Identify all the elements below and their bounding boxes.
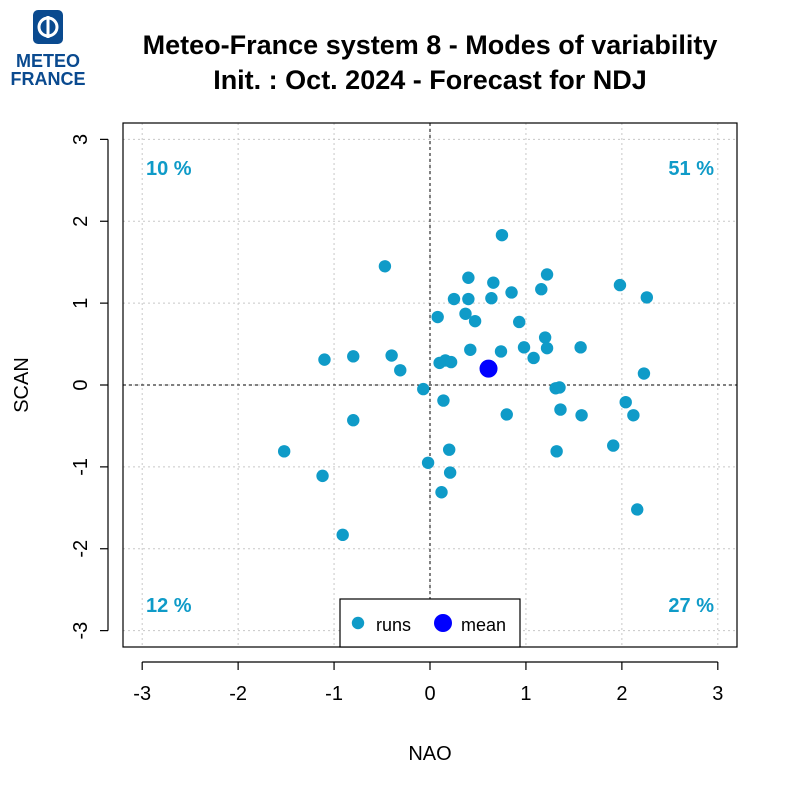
chart-title: Meteo-France system 8 - Modes of variabi… bbox=[143, 30, 718, 60]
quadrant-label-top-left: 10 % bbox=[146, 158, 192, 180]
run-point bbox=[500, 408, 513, 421]
y-tick-label: -1 bbox=[70, 458, 92, 476]
run-point bbox=[336, 528, 349, 542]
legend-runs-label: runs bbox=[376, 615, 411, 635]
run-point bbox=[464, 343, 477, 356]
run-point bbox=[277, 445, 291, 458]
run-point bbox=[394, 364, 407, 377]
quadrant-label-bottom-right: 27 % bbox=[668, 595, 714, 617]
run-point bbox=[318, 353, 331, 366]
run-point bbox=[468, 314, 482, 328]
run-point bbox=[462, 292, 475, 306]
run-point bbox=[487, 276, 500, 289]
logo-text-line2: FRANCE bbox=[10, 69, 86, 89]
x-tick-label: 1 bbox=[520, 683, 531, 705]
run-point bbox=[437, 394, 450, 407]
run-point bbox=[385, 349, 398, 362]
y-tick-label: 2 bbox=[70, 216, 92, 227]
legend-mean-label: mean bbox=[461, 615, 506, 635]
legend-runs-marker bbox=[351, 616, 365, 630]
run-point bbox=[554, 403, 567, 416]
y-tick-label: 3 bbox=[70, 134, 92, 145]
run-point bbox=[637, 367, 651, 380]
run-point bbox=[417, 382, 430, 396]
quadrant-label-bottom-left: 12 % bbox=[146, 595, 192, 617]
run-point bbox=[443, 466, 457, 479]
legend-box bbox=[339, 598, 521, 648]
run-point bbox=[553, 381, 566, 394]
run-point bbox=[535, 283, 548, 296]
run-point bbox=[513, 315, 526, 329]
y-tick-label: -3 bbox=[70, 622, 92, 640]
quadrant-label-top-right: 51 % bbox=[668, 158, 714, 180]
meteo-france-logo: METEO FRANCE bbox=[6, 10, 90, 90]
x-tick-label: -2 bbox=[229, 683, 247, 705]
run-point bbox=[627, 409, 640, 422]
meteo-france-emblem-icon bbox=[33, 10, 63, 44]
x-axis-label: NAO bbox=[408, 743, 451, 765]
run-point bbox=[540, 268, 554, 281]
x-tick-label: -3 bbox=[133, 683, 151, 705]
y-tick-label: 1 bbox=[70, 298, 92, 309]
run-point bbox=[495, 228, 509, 242]
run-point bbox=[494, 345, 508, 358]
run-point bbox=[540, 341, 554, 355]
x-tick-label: 0 bbox=[424, 683, 435, 705]
run-point bbox=[442, 443, 456, 456]
y-tick-label: 0 bbox=[70, 379, 92, 390]
run-point bbox=[613, 278, 627, 292]
run-point bbox=[316, 469, 329, 483]
run-point bbox=[347, 350, 360, 363]
run-point bbox=[447, 292, 461, 306]
run-point bbox=[527, 351, 540, 365]
run-point bbox=[607, 439, 620, 452]
y-tick-label: -2 bbox=[70, 540, 92, 558]
run-point bbox=[444, 355, 458, 369]
x-tick-label: 3 bbox=[712, 683, 723, 705]
run-point bbox=[347, 414, 360, 427]
x-tick-label: -1 bbox=[325, 683, 343, 705]
y-axis-label: SCAN bbox=[11, 357, 33, 413]
run-point bbox=[505, 286, 518, 299]
run-point bbox=[575, 409, 588, 422]
run-point bbox=[631, 503, 644, 516]
logo-text-line1: METEO bbox=[15, 51, 80, 71]
chart-subtitle: Init. : Oct. 2024 - Forecast for NDJ bbox=[213, 65, 647, 95]
run-point bbox=[485, 292, 498, 305]
legend-mean-marker bbox=[434, 614, 452, 632]
run-point bbox=[433, 356, 446, 370]
run-point bbox=[574, 341, 587, 354]
run-point bbox=[517, 341, 531, 354]
run-point bbox=[619, 395, 632, 409]
run-point bbox=[378, 260, 392, 273]
run-point bbox=[462, 271, 475, 284]
run-point bbox=[421, 456, 435, 469]
run-point bbox=[431, 310, 444, 324]
run-point bbox=[459, 307, 472, 320]
run-point bbox=[538, 331, 552, 344]
run-point bbox=[640, 291, 654, 304]
mean-point bbox=[479, 359, 498, 378]
x-tick-label: 2 bbox=[616, 683, 627, 705]
run-point bbox=[550, 445, 563, 458]
run-point bbox=[435, 486, 448, 499]
